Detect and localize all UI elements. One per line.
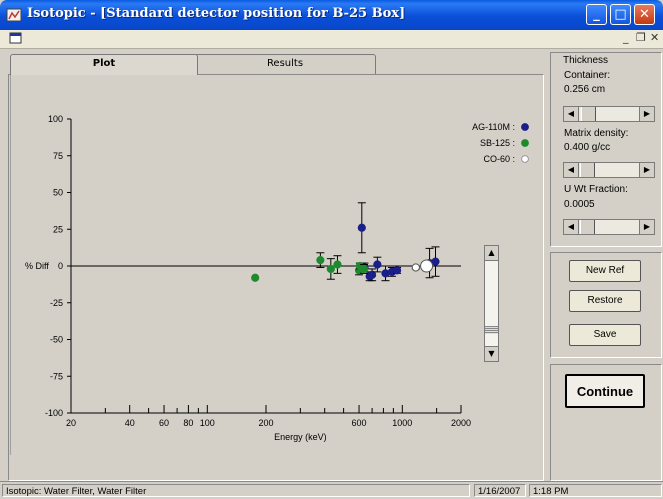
- mdi-minimize-button[interactable]: _: [623, 31, 629, 44]
- status-time: 1:18 PM: [529, 484, 662, 497]
- mdi-close-button[interactable]: ✕: [650, 31, 660, 44]
- y-tick-label: -75: [50, 371, 63, 381]
- data-point: [431, 257, 440, 266]
- matrix-density-value: 0.400 g/cc: [564, 142, 611, 153]
- y-tick-label: -100: [45, 408, 63, 418]
- title-bar[interactable]: Isotopic - [Standard detector position f…: [0, 0, 663, 30]
- matrix-density-label: Matrix density:: [564, 128, 629, 139]
- reference-buttons-group: [550, 252, 662, 358]
- container-slider-thumb[interactable]: [581, 107, 596, 121]
- data-point: [333, 260, 342, 269]
- data-point: [326, 264, 335, 274]
- matrix-density-slider-thumb[interactable]: [580, 163, 595, 177]
- matrix-density-slider[interactable]: ◀ ▶: [563, 162, 655, 178]
- minimize-button[interactable]: _: [586, 4, 607, 25]
- data-point: [357, 223, 366, 232]
- u-wt-fraction-slider-thumb[interactable]: [580, 220, 595, 234]
- scroll-down-arrow-icon[interactable]: ▼: [485, 346, 498, 361]
- data-point: [359, 264, 369, 274]
- legend-marker: [521, 123, 529, 131]
- y-tick-label: -50: [50, 335, 63, 345]
- mdi-restore-button[interactable]: ❐: [636, 31, 646, 44]
- x-axis-label: Energy (keV): [274, 432, 327, 442]
- y-tick-label: -25: [50, 298, 63, 308]
- close-button[interactable]: ✕: [634, 4, 655, 25]
- scroll-thumb[interactable]: [485, 326, 498, 334]
- y-tick-label: 25: [53, 224, 63, 234]
- u-wt-fraction-value: 0.0005: [564, 199, 595, 210]
- data-point: [316, 256, 325, 265]
- app-icon[interactable]: [6, 7, 22, 23]
- x-tick-label: 60: [159, 418, 169, 428]
- energy-diff-chart: 100 75 50 25 0 -25 -50 -75 -100 % Diff 20 40 60 80 100…: [25, 114, 529, 442]
- data-point: [251, 273, 260, 282]
- plot-area: 100 75 50 25 0 -25 -50 -75 -100 % Diff 20 40 60 80 100…: [10, 75, 538, 455]
- y-tick-label: 75: [53, 151, 63, 161]
- scroll-left-arrow-icon[interactable]: ◀: [564, 107, 579, 121]
- scroll-right-arrow-icon[interactable]: ▶: [639, 220, 654, 234]
- plot-vertical-scrollbar[interactable]: ▲ ▼: [484, 245, 499, 362]
- x-tick-label: 40: [125, 418, 135, 428]
- scroll-right-arrow-icon[interactable]: ▶: [639, 163, 654, 177]
- document-icon[interactable]: [9, 32, 23, 45]
- scroll-left-arrow-icon[interactable]: ◀: [564, 163, 579, 177]
- x-tick-label: 2000: [451, 418, 471, 428]
- scroll-right-arrow-icon[interactable]: ▶: [639, 107, 654, 121]
- y-axis-label: % Diff: [25, 261, 49, 271]
- u-wt-fraction-slider[interactable]: ◀ ▶: [563, 219, 655, 235]
- data-point: [373, 260, 382, 269]
- container-value: 0.256 cm: [564, 84, 606, 95]
- y-tick-label: 0: [58, 261, 63, 271]
- mdi-menubar: _ ❐ ✕: [0, 30, 663, 49]
- data-point: [420, 259, 434, 273]
- data-point: [411, 263, 420, 272]
- tab-plot[interactable]: Plot: [10, 54, 198, 75]
- x-tick-label: 1000: [392, 418, 412, 428]
- scroll-up-arrow-icon[interactable]: ▲: [485, 246, 498, 261]
- tab-results[interactable]: Results: [194, 54, 376, 74]
- status-date: 1/16/2007: [474, 484, 526, 497]
- data-point: [367, 270, 377, 279]
- restore-button[interactable]: Restore: [569, 290, 641, 312]
- x-tick-label: 20: [66, 418, 76, 428]
- legend-marker: [521, 155, 529, 163]
- thickness-group: Thickness Container: 0.256 cm ◀ ▶ Matrix…: [550, 52, 662, 247]
- x-tick-label: 80: [183, 418, 193, 428]
- y-tick-label: 100: [48, 114, 63, 124]
- container-slider[interactable]: ◀ ▶: [563, 106, 655, 122]
- legend-label: CO-60 :: [483, 154, 515, 164]
- continue-group: [550, 364, 662, 481]
- continue-button[interactable]: Continue: [565, 374, 645, 408]
- status-bar: Isotopic: Water Filter, Water Filter 1/1…: [0, 481, 663, 499]
- maximize-button[interactable]: □: [610, 4, 631, 25]
- legend-label: AG-110M :: [472, 122, 515, 132]
- legend-label: SB-125 :: [480, 138, 515, 148]
- u-wt-fraction-label: U Wt Fraction:: [564, 184, 628, 195]
- new-ref-button[interactable]: New Ref: [569, 260, 641, 282]
- data-point: [392, 266, 402, 275]
- save-button[interactable]: Save: [569, 324, 641, 346]
- status-message: Isotopic: Water Filter, Water Filter: [2, 484, 470, 497]
- x-tick-label: 100: [200, 418, 215, 428]
- scroll-left-arrow-icon[interactable]: ◀: [564, 220, 579, 234]
- container-label: Container:: [564, 70, 611, 81]
- x-tick-label: 200: [258, 418, 273, 428]
- y-tick-label: 50: [53, 188, 63, 198]
- window-title: Isotopic - [Standard detector position f…: [27, 6, 406, 21]
- thickness-group-title: Thickness: [563, 55, 609, 66]
- x-tick-label: 600: [352, 418, 367, 428]
- legend-marker: [521, 139, 529, 147]
